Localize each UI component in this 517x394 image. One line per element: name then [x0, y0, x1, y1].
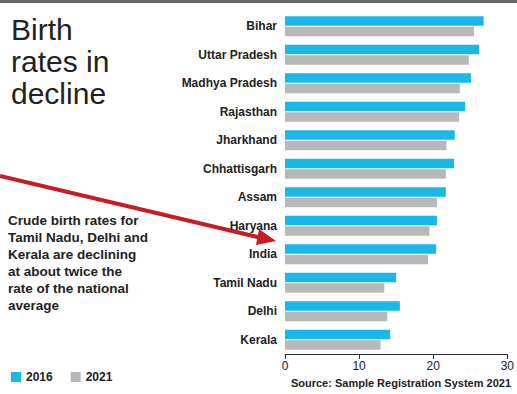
svg-text:average: average — [8, 298, 60, 313]
svg-text:Birth: Birth — [11, 13, 81, 46]
svg-text:Tamil Nadu, Delhi and: Tamil Nadu, Delhi and — [8, 230, 152, 245]
svg-text:Madhya Pradesh: Madhya Pradesh — [182, 76, 277, 90]
svg-text:Delhi: Delhi — [248, 304, 277, 318]
svg-text:Tamil Nadu: Tamil Nadu — [213, 276, 277, 290]
svg-text:0: 0 — [282, 359, 289, 373]
svg-text:Crude birth rates for: Crude birth rates for — [8, 213, 142, 228]
svg-text:10: 10 — [352, 359, 366, 373]
svg-text:Rajasthan: Rajasthan — [220, 105, 277, 119]
svg-text:Assam: Assam — [238, 190, 277, 204]
svg-text:Kerala are declining: Kerala are declining — [8, 247, 140, 262]
svg-text:rates in: rates in — [11, 45, 118, 78]
svg-text:decline: decline — [11, 77, 106, 110]
svg-text:2016: 2016 — [26, 370, 53, 384]
svg-text:30: 30 — [501, 359, 515, 373]
svg-text:Jharkhand: Jharkhand — [216, 133, 277, 147]
svg-text:India: India — [249, 247, 277, 261]
svg-text:Bihar: Bihar — [246, 19, 277, 33]
svg-text:Uttar Pradesh: Uttar Pradesh — [198, 48, 277, 62]
svg-text:at about twice the: at about twice the — [8, 264, 126, 279]
svg-text:Source: Sample Registration Sy: Source: Sample Registration System 2021 — [291, 377, 511, 389]
svg-text:2021: 2021 — [86, 370, 113, 384]
svg-text:Chhattisgarh: Chhattisgarh — [203, 162, 277, 176]
svg-text:Haryana: Haryana — [230, 219, 278, 233]
svg-text:20: 20 — [427, 359, 441, 373]
svg-text:rate of the national: rate of the national — [8, 281, 133, 296]
svg-text:Kerala: Kerala — [240, 333, 277, 347]
